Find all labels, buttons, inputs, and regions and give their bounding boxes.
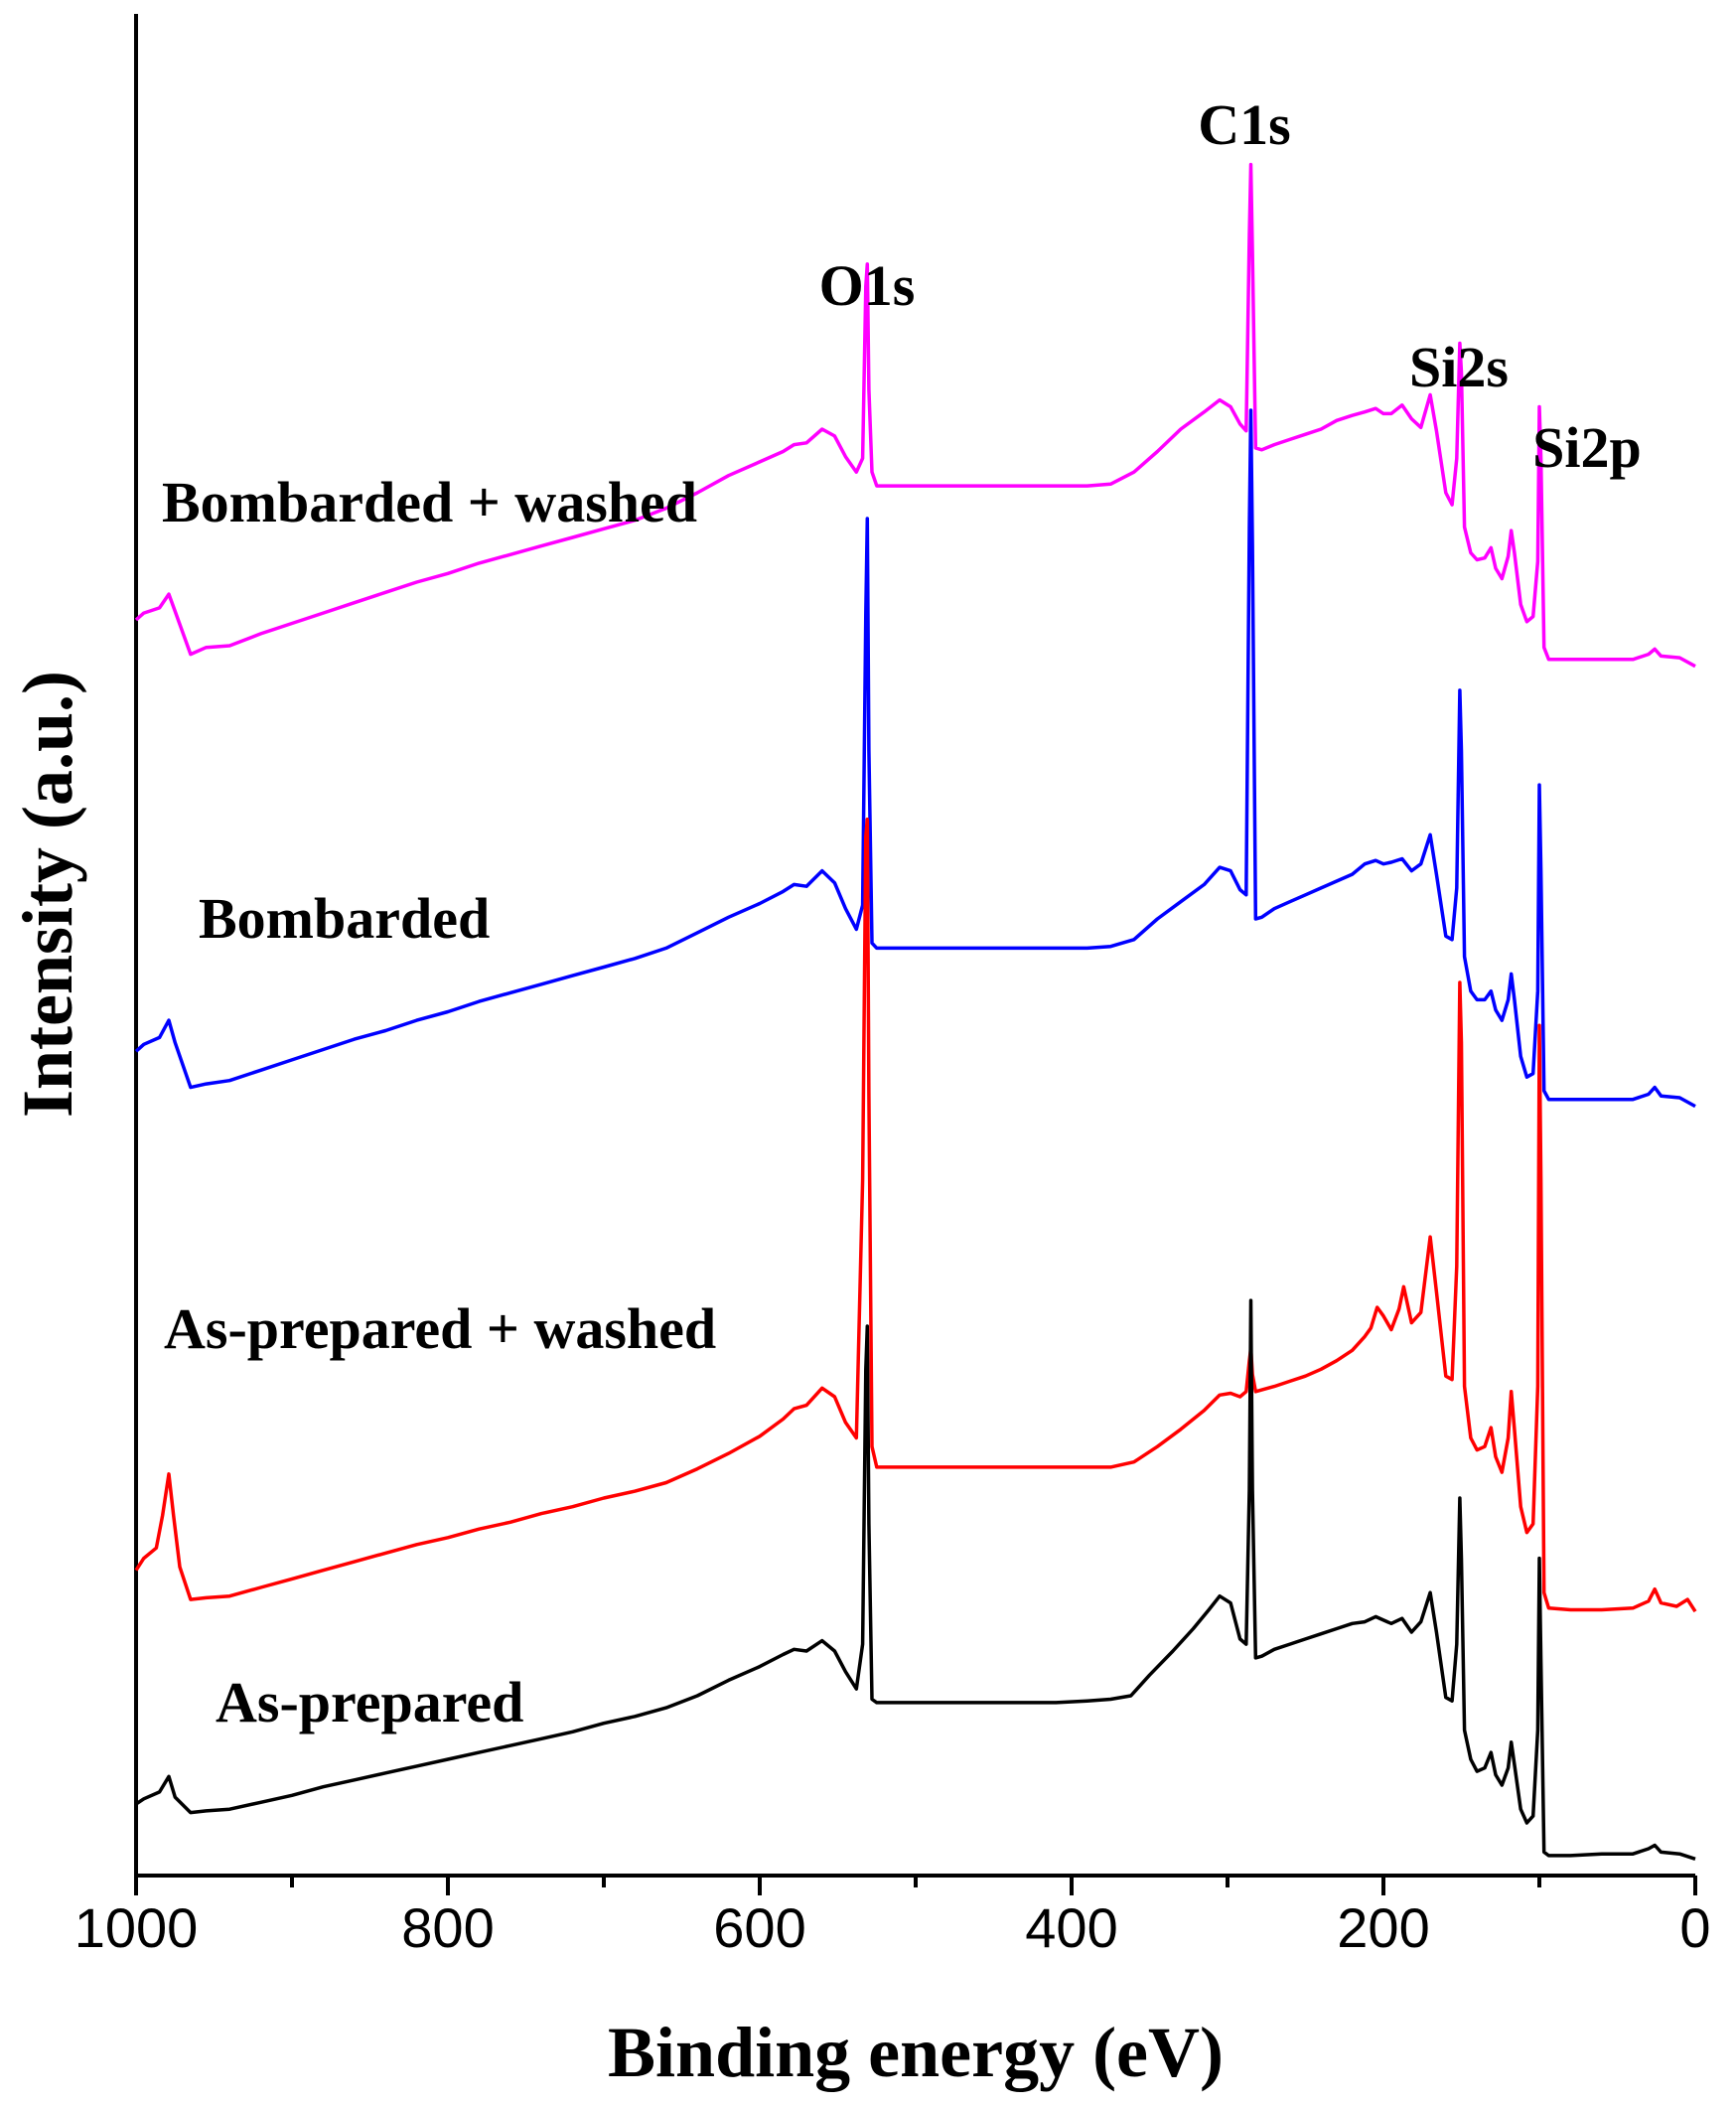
x-tick-label-400: 400 xyxy=(1025,1896,1117,1959)
series-label-asprepared-washed: As-prepared + washed xyxy=(164,1296,716,1361)
peak-label-c1s: C1s xyxy=(1198,92,1290,157)
x-tick-label-600: 600 xyxy=(713,1896,805,1959)
series-line-as-prepared-washed xyxy=(134,817,1697,1613)
x-tick-label-1000: 1000 xyxy=(74,1896,199,1959)
tick-layer xyxy=(134,1876,1697,1895)
y-axis-title: Intensity (a.u.) xyxy=(8,671,87,1118)
series-line-bombarded xyxy=(134,408,1696,1109)
x-tick-label-800: 800 xyxy=(401,1896,494,1959)
x-tick-labels: 1000 800 600 400 200 0 xyxy=(74,1896,1711,1959)
series-line-as-prepared xyxy=(135,1298,1696,1861)
series-label-asprepared: As-prepared xyxy=(216,1670,523,1734)
peak-label-si2s: Si2s xyxy=(1409,335,1509,399)
x-axis-title: Binding energy (eV) xyxy=(608,2013,1224,2092)
peak-label-si2p: Si2p xyxy=(1532,415,1642,480)
peak-label-o1s: O1s xyxy=(819,253,916,318)
x-tick-label-200: 200 xyxy=(1337,1896,1429,1959)
series-label-bombarded-washed: Bombarded + washed xyxy=(162,470,697,534)
series-label-bombarded: Bombarded xyxy=(199,886,490,951)
x-tick-label-0: 0 xyxy=(1679,1896,1710,1959)
series-layer xyxy=(134,162,1697,1861)
series-line-bombarded-washed xyxy=(134,162,1696,669)
